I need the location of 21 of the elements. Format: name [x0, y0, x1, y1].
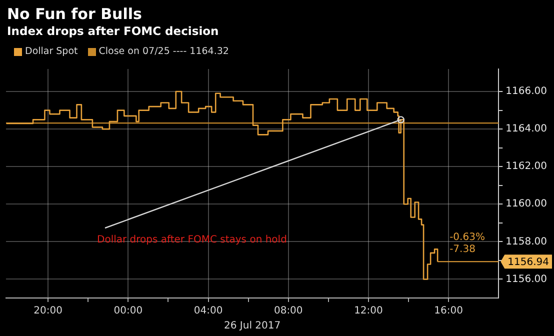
x-tick-label: 08:00 — [274, 306, 303, 317]
y-tick-label: 1164.00 — [506, 124, 548, 135]
chart-title: No Fun for Bulls — [7, 5, 142, 23]
y-tick-label: 1162.00 — [506, 161, 548, 172]
y-tick-label: 1166.00 — [506, 86, 548, 98]
chart-subtitle: Index drops after FOMC decision — [7, 24, 219, 38]
x-tick-label: 04:00 — [194, 306, 223, 317]
annotation: -7.38 — [450, 244, 476, 256]
annotation: Dollar drops after FOMC stays on hold — [97, 234, 287, 246]
y-tick-label: 1156.00 — [506, 274, 548, 285]
y-tick-label: 1160.00 — [506, 198, 548, 210]
annotation: -0.63% — [450, 232, 485, 244]
legend-label: Close on 07/25 ---- 1164.32 — [98, 46, 229, 57]
x-tick-label: 00:00 — [114, 306, 143, 317]
x-tick-label: 12:00 — [354, 306, 383, 317]
y-tick-label: 1158.00 — [506, 236, 548, 248]
x-tick-label: 16:00 — [434, 306, 463, 317]
annotation: 1156.94 — [508, 257, 550, 268]
x-tick-label: 20:00 — [34, 306, 62, 317]
legend-label: Dollar Spot — [24, 46, 78, 57]
x-axis-title: 26 Jul 2017 — [224, 320, 281, 332]
